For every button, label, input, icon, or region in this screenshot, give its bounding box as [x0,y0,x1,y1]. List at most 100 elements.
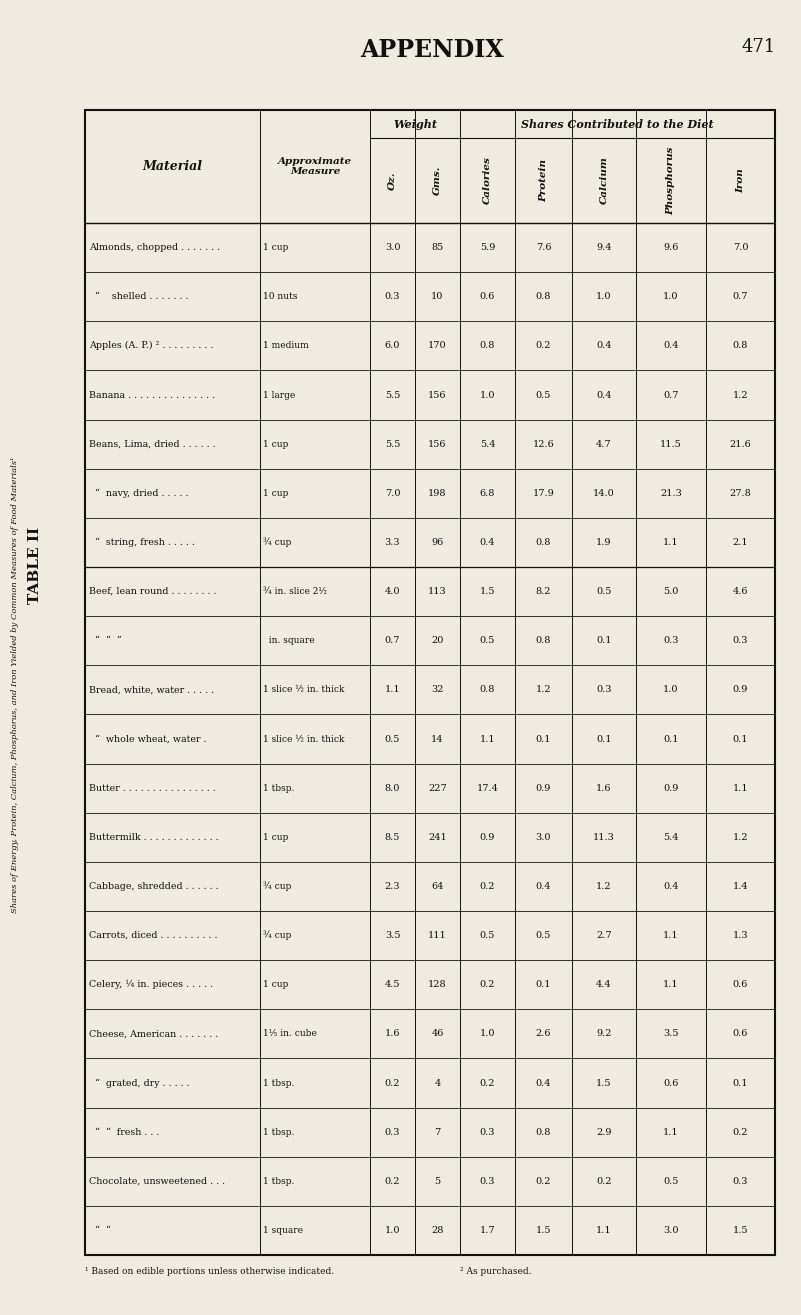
Text: 0.8: 0.8 [536,538,551,547]
Text: 20: 20 [431,636,444,646]
Text: Celery, ¼ in. pieces . . . . .: Celery, ¼ in. pieces . . . . . [89,980,213,989]
Text: 1 tbsp.: 1 tbsp. [263,784,295,793]
Text: 0.2: 0.2 [480,1078,495,1088]
Text: Oz.: Oz. [388,171,397,189]
Text: 9.2: 9.2 [596,1030,612,1039]
Text: 21.3: 21.3 [660,489,682,498]
Text: 1.2: 1.2 [596,882,612,892]
Text: 0.7: 0.7 [384,636,400,646]
Text: 2.9: 2.9 [596,1128,612,1136]
Text: 21.6: 21.6 [730,439,751,448]
Text: Weight: Weight [393,118,437,129]
Text: 96: 96 [432,538,444,547]
Text: 0.5: 0.5 [596,586,612,596]
Text: 3.5: 3.5 [663,1030,678,1039]
Text: 7.0: 7.0 [384,489,400,498]
Text: Beans, Lima, dried . . . . . .: Beans, Lima, dried . . . . . . [89,439,215,448]
Text: 0.2: 0.2 [384,1177,400,1186]
Text: 1 cup: 1 cup [263,980,288,989]
Text: 1.0: 1.0 [480,391,495,400]
Text: 1 square: 1 square [263,1226,303,1235]
Text: 1.1: 1.1 [480,735,495,743]
Text: 1¹⁄₅ in. cube: 1¹⁄₅ in. cube [263,1030,317,1039]
Text: 113: 113 [428,586,447,596]
Text: 2.7: 2.7 [596,931,612,940]
Text: 1 cup: 1 cup [263,832,288,842]
Text: 1.0: 1.0 [663,685,678,694]
Text: 11.3: 11.3 [593,832,615,842]
Text: 9.6: 9.6 [663,243,678,252]
Text: 0.2: 0.2 [596,1177,612,1186]
Text: 11.5: 11.5 [660,439,682,448]
Text: 1.5: 1.5 [536,1226,551,1235]
Text: 5.4: 5.4 [480,439,495,448]
Text: 0.4: 0.4 [536,882,551,892]
Text: 0.8: 0.8 [480,342,495,350]
Text: 1 tbsp.: 1 tbsp. [263,1078,295,1088]
Text: 5.5: 5.5 [384,439,400,448]
Text: 8.2: 8.2 [536,586,551,596]
Text: 0.7: 0.7 [663,391,678,400]
Text: 1.0: 1.0 [480,1030,495,1039]
Text: Almonds, chopped . . . . . . .: Almonds, chopped . . . . . . . [89,243,220,252]
Text: 1.1: 1.1 [733,784,748,793]
Text: 2.6: 2.6 [536,1030,551,1039]
Text: 1.0: 1.0 [384,1226,400,1235]
Text: ¾ cup: ¾ cup [263,538,292,547]
Text: 0.9: 0.9 [536,784,551,793]
Text: 1 large: 1 large [263,391,296,400]
Text: 85: 85 [432,243,444,252]
Text: 9.4: 9.4 [596,243,612,252]
Text: 0.6: 0.6 [480,292,495,301]
Text: 1 tbsp.: 1 tbsp. [263,1177,295,1186]
Text: 156: 156 [429,439,447,448]
Text: 0.5: 0.5 [480,636,495,646]
Text: 5.9: 5.9 [480,243,495,252]
Text: 14.0: 14.0 [593,489,615,498]
Text: 1.1: 1.1 [663,980,678,989]
Text: 28: 28 [431,1226,444,1235]
Text: Beef, lean round . . . . . . . .: Beef, lean round . . . . . . . . [89,586,216,596]
Text: 0.3: 0.3 [733,636,748,646]
Text: 0.6: 0.6 [733,1030,748,1039]
Text: 0.4: 0.4 [596,342,612,350]
Text: 0.4: 0.4 [536,1078,551,1088]
Text: 0.1: 0.1 [733,735,748,743]
Bar [85,110,775,1255]
Text: 5.5: 5.5 [384,391,400,400]
Text: 17.4: 17.4 [477,784,498,793]
Text: 0.3: 0.3 [480,1128,495,1136]
Text: 0.4: 0.4 [596,391,612,400]
Text: 1.1: 1.1 [596,1226,612,1235]
Text: 5.0: 5.0 [663,586,678,596]
Text: 0.1: 0.1 [536,735,551,743]
Text: 0.3: 0.3 [384,1128,400,1136]
Text: 0.5: 0.5 [480,931,495,940]
Text: ¾ cup: ¾ cup [263,931,292,940]
Text: 1.1: 1.1 [384,685,400,694]
Text: 0.4: 0.4 [480,538,495,547]
Text: 111: 111 [428,931,447,940]
Text: 0.1: 0.1 [733,1078,748,1088]
Text: 64: 64 [431,882,444,892]
Text: Chocolate, unsweetened . . .: Chocolate, unsweetened . . . [89,1177,225,1186]
Text: 1.0: 1.0 [596,292,612,301]
Text: 4: 4 [434,1078,441,1088]
Text: 0.8: 0.8 [536,636,551,646]
Text: 1 slice ½ in. thick: 1 slice ½ in. thick [263,685,344,694]
Text: TABLE II: TABLE II [28,527,42,604]
Text: 1.9: 1.9 [596,538,612,547]
Text: 3.3: 3.3 [384,538,400,547]
Text: 46: 46 [431,1030,444,1039]
Text: “    shelled . . . . . . .: “ shelled . . . . . . . [89,292,188,301]
Text: Banana . . . . . . . . . . . . . . .: Banana . . . . . . . . . . . . . . . [89,391,215,400]
Text: Cheese, American . . . . . . .: Cheese, American . . . . . . . [89,1030,218,1039]
Text: 3.0: 3.0 [536,832,551,842]
Text: Butter . . . . . . . . . . . . . . . .: Butter . . . . . . . . . . . . . . . . [89,784,215,793]
Text: Apples (A. P.) ² . . . . . . . . .: Apples (A. P.) ² . . . . . . . . . [89,342,213,350]
Text: 0.9: 0.9 [480,832,495,842]
Text: 1 slice ½ in. thick: 1 slice ½ in. thick [263,735,344,743]
Text: Gms.: Gms. [433,166,442,195]
Text: 0.7: 0.7 [733,292,748,301]
Text: Buttermilk . . . . . . . . . . . . .: Buttermilk . . . . . . . . . . . . . [89,832,219,842]
